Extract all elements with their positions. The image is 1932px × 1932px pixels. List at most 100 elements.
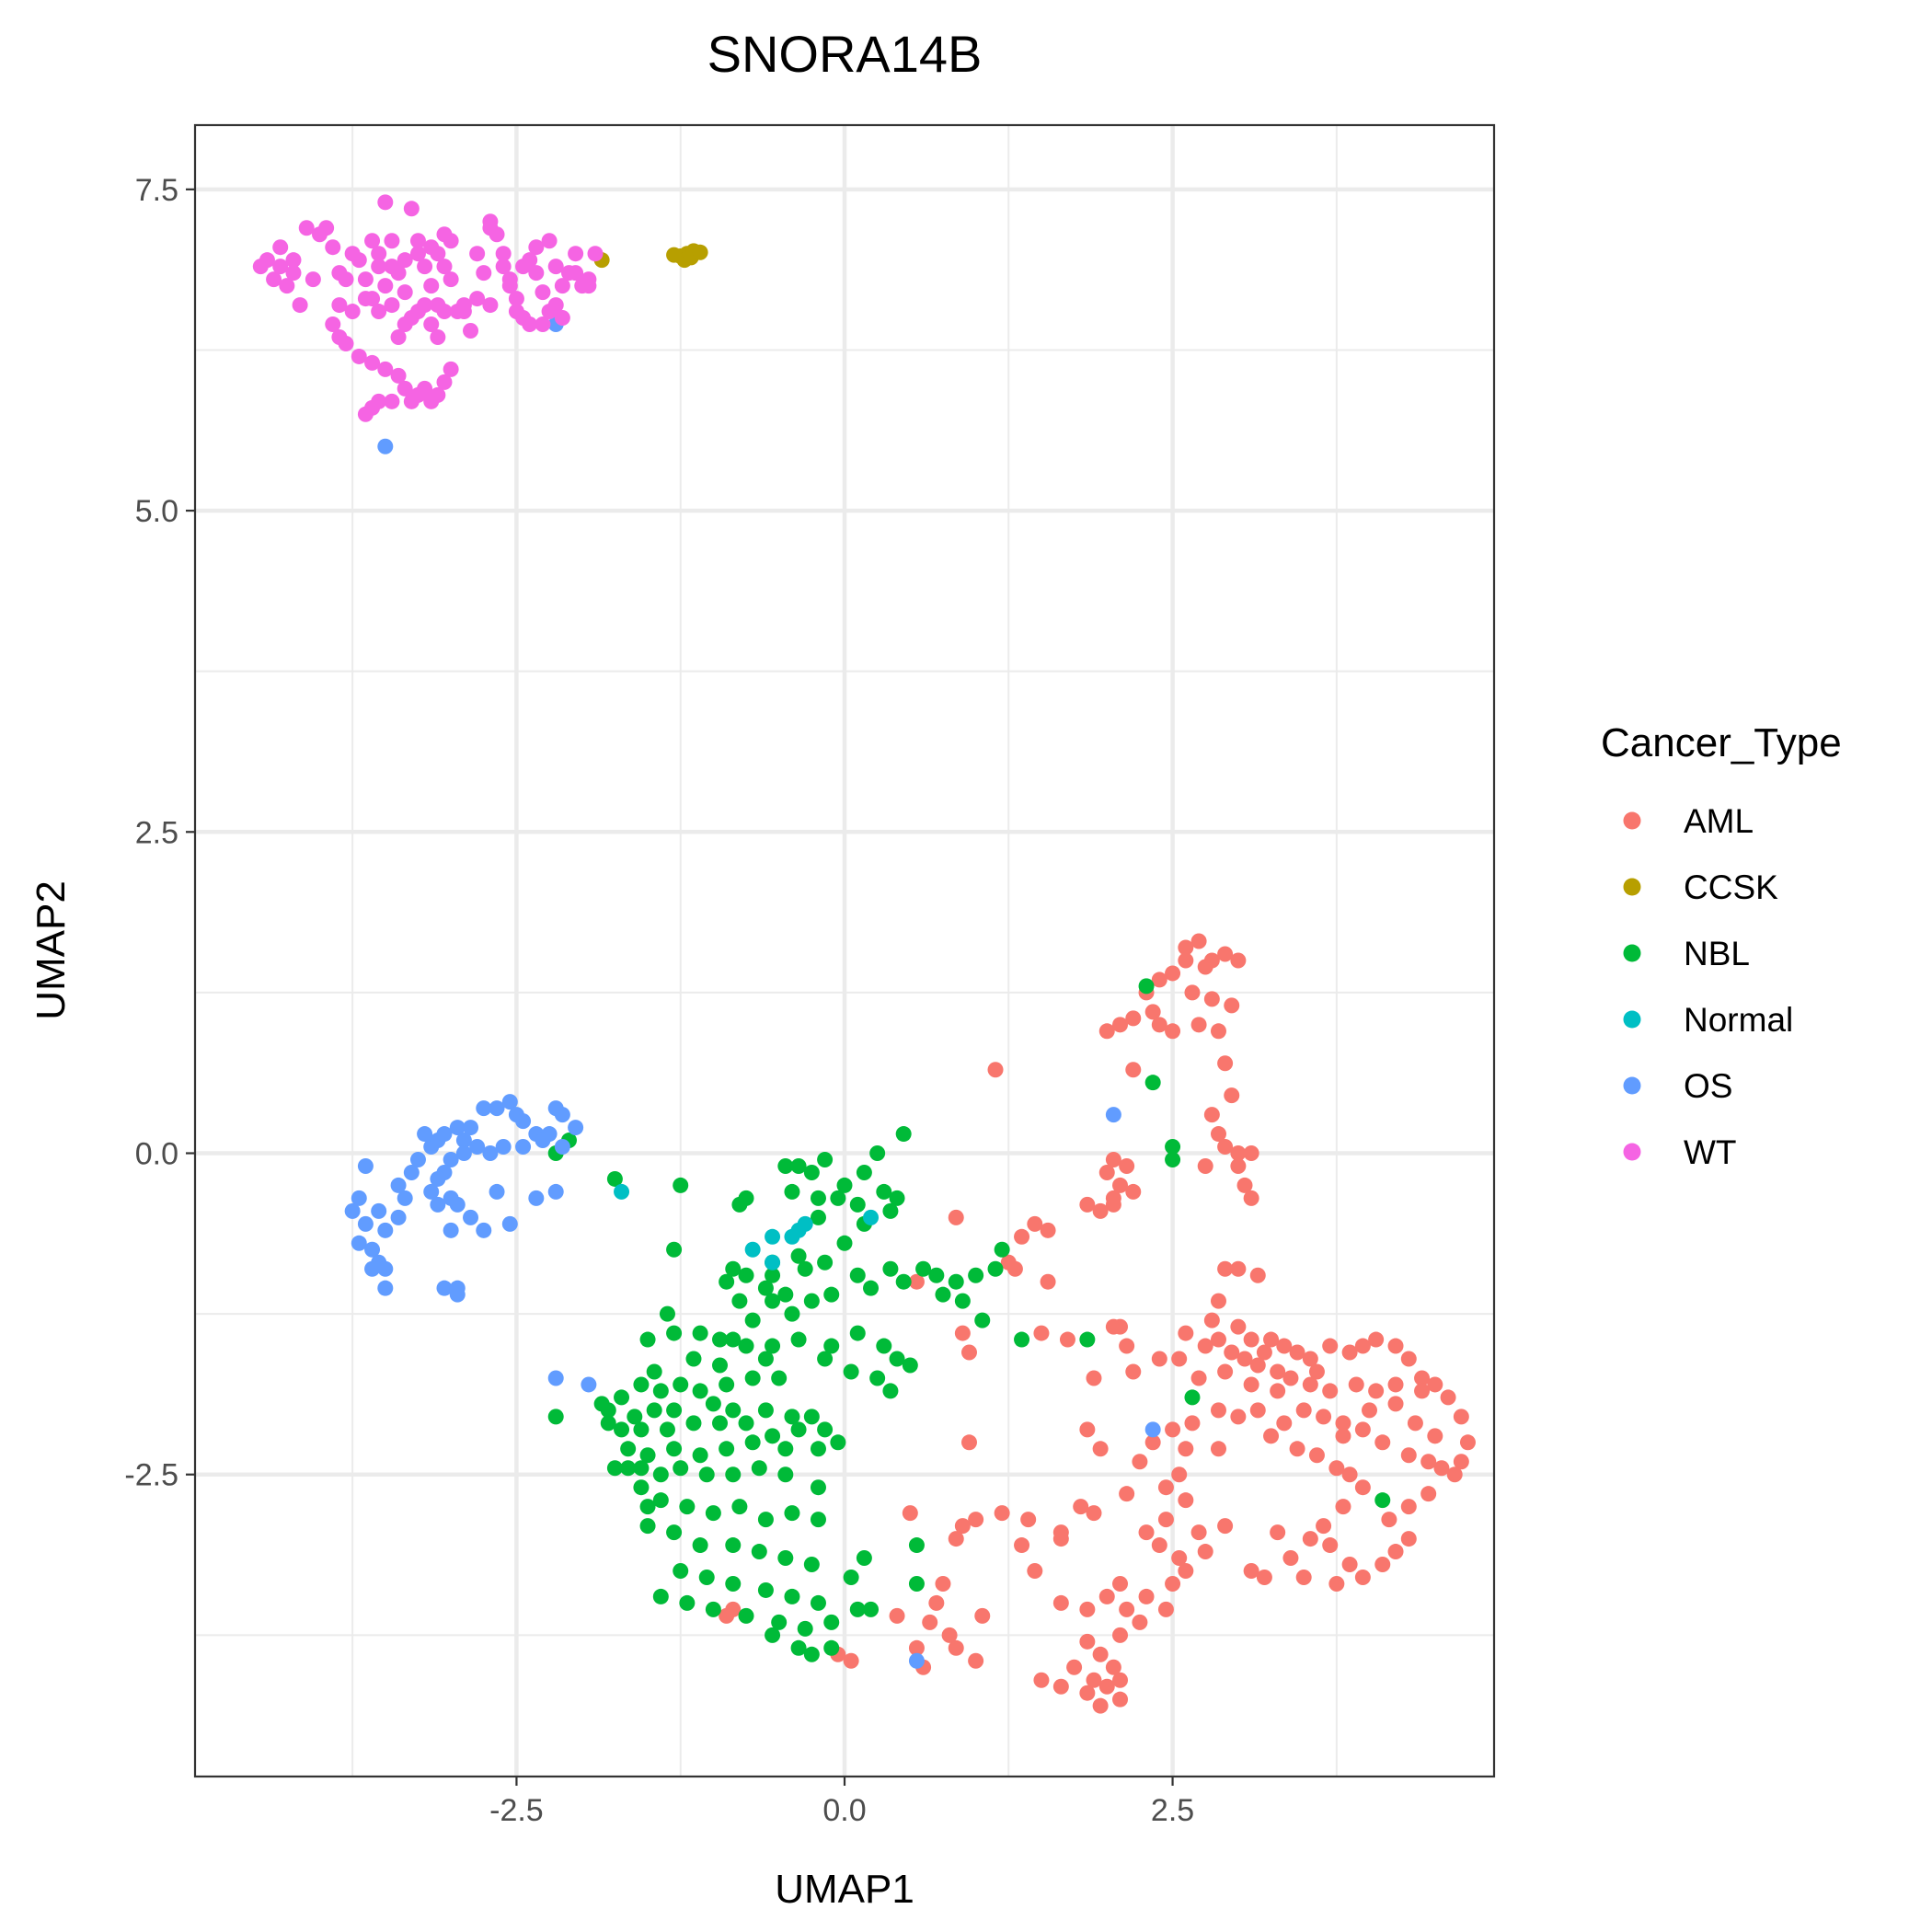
point-nbl (823, 1286, 840, 1303)
point-aml (1052, 1524, 1069, 1541)
point-nbl (659, 1421, 675, 1438)
point-wt (371, 304, 387, 320)
point-aml (1400, 1499, 1417, 1515)
point-aml (1132, 1454, 1148, 1470)
point-wt (541, 233, 558, 249)
point-aml (1033, 1325, 1050, 1341)
point-aml (1178, 1562, 1194, 1579)
point-wt (279, 278, 295, 294)
point-os (908, 1652, 925, 1669)
point-wt (443, 271, 459, 288)
point-aml (1453, 1454, 1469, 1470)
point-aml (1453, 1409, 1469, 1425)
x-tick-label: 2.5 (1151, 1793, 1194, 1828)
legend-label: OS (1684, 1067, 1732, 1105)
point-aml (1322, 1338, 1339, 1354)
point-aml (1171, 1351, 1188, 1367)
y-tick-label: 2.5 (135, 815, 178, 850)
point-nbl (1144, 1075, 1161, 1091)
point-wt (443, 361, 459, 377)
point-os (547, 1183, 564, 1200)
point-aml (1387, 1376, 1404, 1393)
point-nbl (738, 1607, 754, 1624)
point-nbl (823, 1639, 840, 1656)
point-aml (1203, 1107, 1220, 1123)
point-aml (1119, 1601, 1135, 1617)
point-aml (1400, 1447, 1417, 1464)
point-aml (1230, 952, 1247, 969)
point-nbl (698, 1569, 715, 1585)
point-aml (1066, 1659, 1083, 1675)
point-aml (1387, 1338, 1404, 1354)
point-wt (547, 259, 564, 275)
point-nbl (882, 1383, 899, 1399)
point-nbl (673, 1376, 689, 1393)
point-wt (430, 386, 446, 403)
point-aml (1302, 1351, 1318, 1367)
point-aml (954, 1325, 971, 1341)
point-aml (1420, 1486, 1437, 1502)
x-axis-title: UMAP1 (775, 1867, 914, 1912)
point-aml (1178, 939, 1194, 956)
point-nbl (895, 1126, 912, 1143)
point-nbl (817, 1151, 834, 1167)
point-nbl (817, 1351, 834, 1367)
point-nbl (803, 1557, 820, 1573)
point-aml (1098, 1678, 1115, 1695)
point-aml (1374, 1557, 1391, 1573)
point-nbl (948, 1273, 964, 1290)
point-os (476, 1100, 492, 1117)
point-os (409, 1151, 426, 1167)
point-nbl (639, 1447, 656, 1464)
point-ccsk (666, 247, 683, 263)
point-aml (1354, 1479, 1371, 1496)
point-wt (554, 310, 570, 327)
series-nbl (547, 978, 1391, 1662)
point-nbl (771, 1370, 788, 1386)
point-aml (1414, 1383, 1431, 1399)
series-ccsk (593, 243, 708, 269)
point-normal (863, 1209, 880, 1225)
point-aml (1125, 1010, 1142, 1027)
legend-item-wt: WT (1623, 1133, 1737, 1171)
point-aml (1420, 1454, 1437, 1470)
series-aml (719, 933, 1476, 1714)
point-wt (397, 380, 413, 397)
point-nbl (705, 1601, 721, 1617)
point-aml (1316, 1518, 1332, 1535)
point-wt (338, 271, 354, 288)
point-nbl (765, 1627, 781, 1643)
point-nbl (765, 1338, 781, 1354)
point-wt (272, 259, 289, 275)
point-nbl (817, 1254, 834, 1271)
point-wt (351, 252, 367, 269)
point-os (443, 1190, 459, 1206)
point-aml (1112, 1627, 1129, 1643)
point-wt (476, 265, 492, 282)
point-aml (1132, 1614, 1148, 1630)
point-os (449, 1280, 466, 1296)
point-aml (1322, 1537, 1339, 1554)
point-aml (1316, 1409, 1332, 1425)
point-aml (1459, 1434, 1476, 1451)
point-os (554, 1139, 570, 1156)
point-nbl (856, 1550, 872, 1567)
point-aml (1079, 1633, 1096, 1650)
point-aml (941, 1627, 958, 1643)
point-os (364, 1241, 381, 1258)
legend-key (1623, 878, 1641, 896)
legend-key (1623, 944, 1641, 962)
point-wt (292, 297, 308, 314)
point-wt (325, 316, 341, 333)
point-nbl (614, 1421, 630, 1438)
point-os (482, 1145, 499, 1162)
point-aml (1236, 1351, 1253, 1367)
point-aml (1171, 1466, 1188, 1483)
point-aml (994, 1505, 1010, 1522)
point-wt (501, 271, 518, 288)
point-aml (1040, 1273, 1056, 1290)
point-aml (1368, 1331, 1385, 1348)
point-os (377, 438, 394, 454)
point-os (357, 1215, 374, 1232)
point-aml (1414, 1370, 1431, 1386)
